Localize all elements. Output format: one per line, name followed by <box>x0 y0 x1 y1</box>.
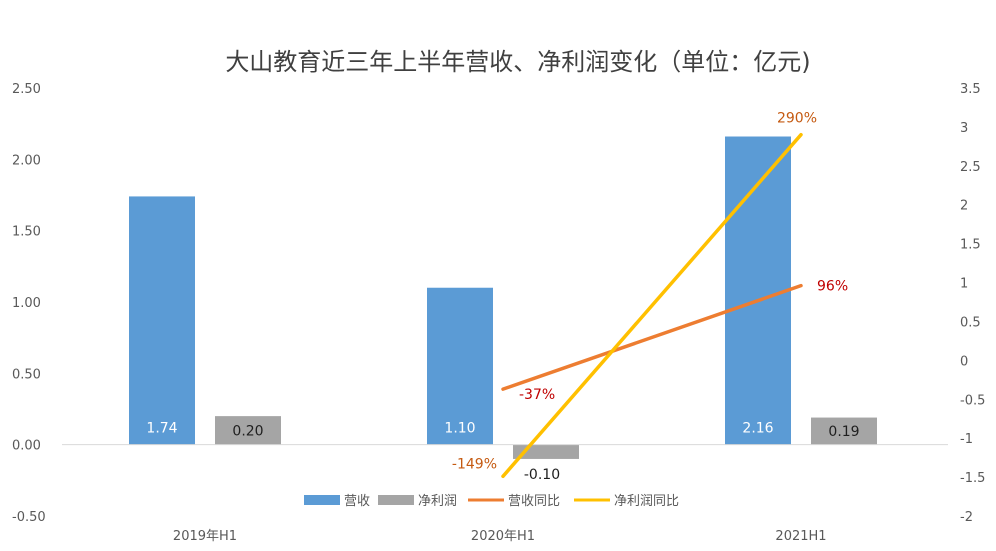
right-axis-tick-label: 0 <box>960 354 968 369</box>
revenue-bar <box>129 196 195 445</box>
left-axis-tick-label: 0.50 <box>12 367 41 382</box>
net-profit-yoy-label: -149% <box>452 456 497 472</box>
left-axis-tick-label: 2.50 <box>12 82 41 97</box>
net-profit-bar <box>811 417 877 445</box>
legend: 营收 净利润 营收同比 净利润同比 <box>304 494 679 509</box>
revenue-bar-label: 1.74 <box>146 421 177 437</box>
right-axis-tick-label: 3 <box>960 121 968 136</box>
revenue-bar <box>427 287 493 445</box>
legend-swatch <box>378 495 414 505</box>
left-axis: 2.50 2.00 1.50 1.00 0.50 0.00 -0.50 <box>12 82 46 525</box>
revenue-yoy-line <box>501 283 803 391</box>
right-axis-tick-label: -1.5 <box>960 471 985 486</box>
right-axis-tick-label: 0.5 <box>960 315 981 330</box>
revenue-yoy-label: 96% <box>817 279 848 295</box>
revenue-bar-label: 2.16 <box>742 421 773 437</box>
right-axis-tick-label: 1.5 <box>960 238 981 253</box>
right-axis-tick-label: 1 <box>960 277 968 292</box>
legend-label: 净利润同比 <box>614 494 679 509</box>
left-axis-tick-label: 0.00 <box>12 439 41 454</box>
right-axis-tick-label: 2.5 <box>960 160 981 175</box>
x-axis-labels: 2019年H1 2020年H1 2021H1 <box>173 529 827 544</box>
bar-labels: 1.74 1.10 2.16 0.20 -0.10 0.19 <box>146 421 859 483</box>
revenue-yoy-label: -37% <box>519 387 555 403</box>
right-axis: 3.5 3 2.5 2 1.5 1 0.5 0 -0.5 -1 -1.5 -2 <box>960 82 985 525</box>
x-axis-tick-label: 2019年H1 <box>173 529 237 544</box>
right-axis-tick-label: -1 <box>960 432 973 447</box>
legend-swatch <box>304 495 340 505</box>
line-labels: -37% 96% -149% 290% <box>452 111 848 473</box>
revenue-bar-label: 1.10 <box>444 421 475 437</box>
net-profit-yoy-label: 290% <box>777 111 817 127</box>
left-axis-tick-label: 2.00 <box>12 153 41 168</box>
lines <box>501 132 803 479</box>
x-axis-tick-label: 2020年H1 <box>471 529 535 544</box>
legend-label: 净利润 <box>418 494 457 509</box>
x-axis-tick-label: 2021H1 <box>775 529 826 544</box>
net-profit-yoy-line <box>501 132 803 479</box>
net-profit-bar-label: 0.19 <box>828 424 859 440</box>
revenue-bar <box>725 136 791 445</box>
chart-title: 大山教育近三年上半年营收、净利润变化（单位：亿元) <box>225 48 810 76</box>
net-profit-bar-label: -0.10 <box>524 467 560 483</box>
right-axis-tick-label: 2 <box>960 199 968 214</box>
legend-label: 营收 <box>344 494 370 509</box>
left-axis-tick-label: -0.50 <box>12 510 46 525</box>
legend-label: 营收同比 <box>508 494 560 509</box>
right-axis-tick-label: -0.5 <box>960 393 985 408</box>
left-axis-tick-label: 1.00 <box>12 296 41 311</box>
net-profit-bar <box>215 416 281 445</box>
right-axis-tick-label: 3.5 <box>960 82 981 97</box>
right-axis-tick-label: -2 <box>960 510 973 525</box>
left-axis-tick-label: 1.50 <box>12 225 41 240</box>
net-profit-bar-label: 0.20 <box>232 423 263 439</box>
